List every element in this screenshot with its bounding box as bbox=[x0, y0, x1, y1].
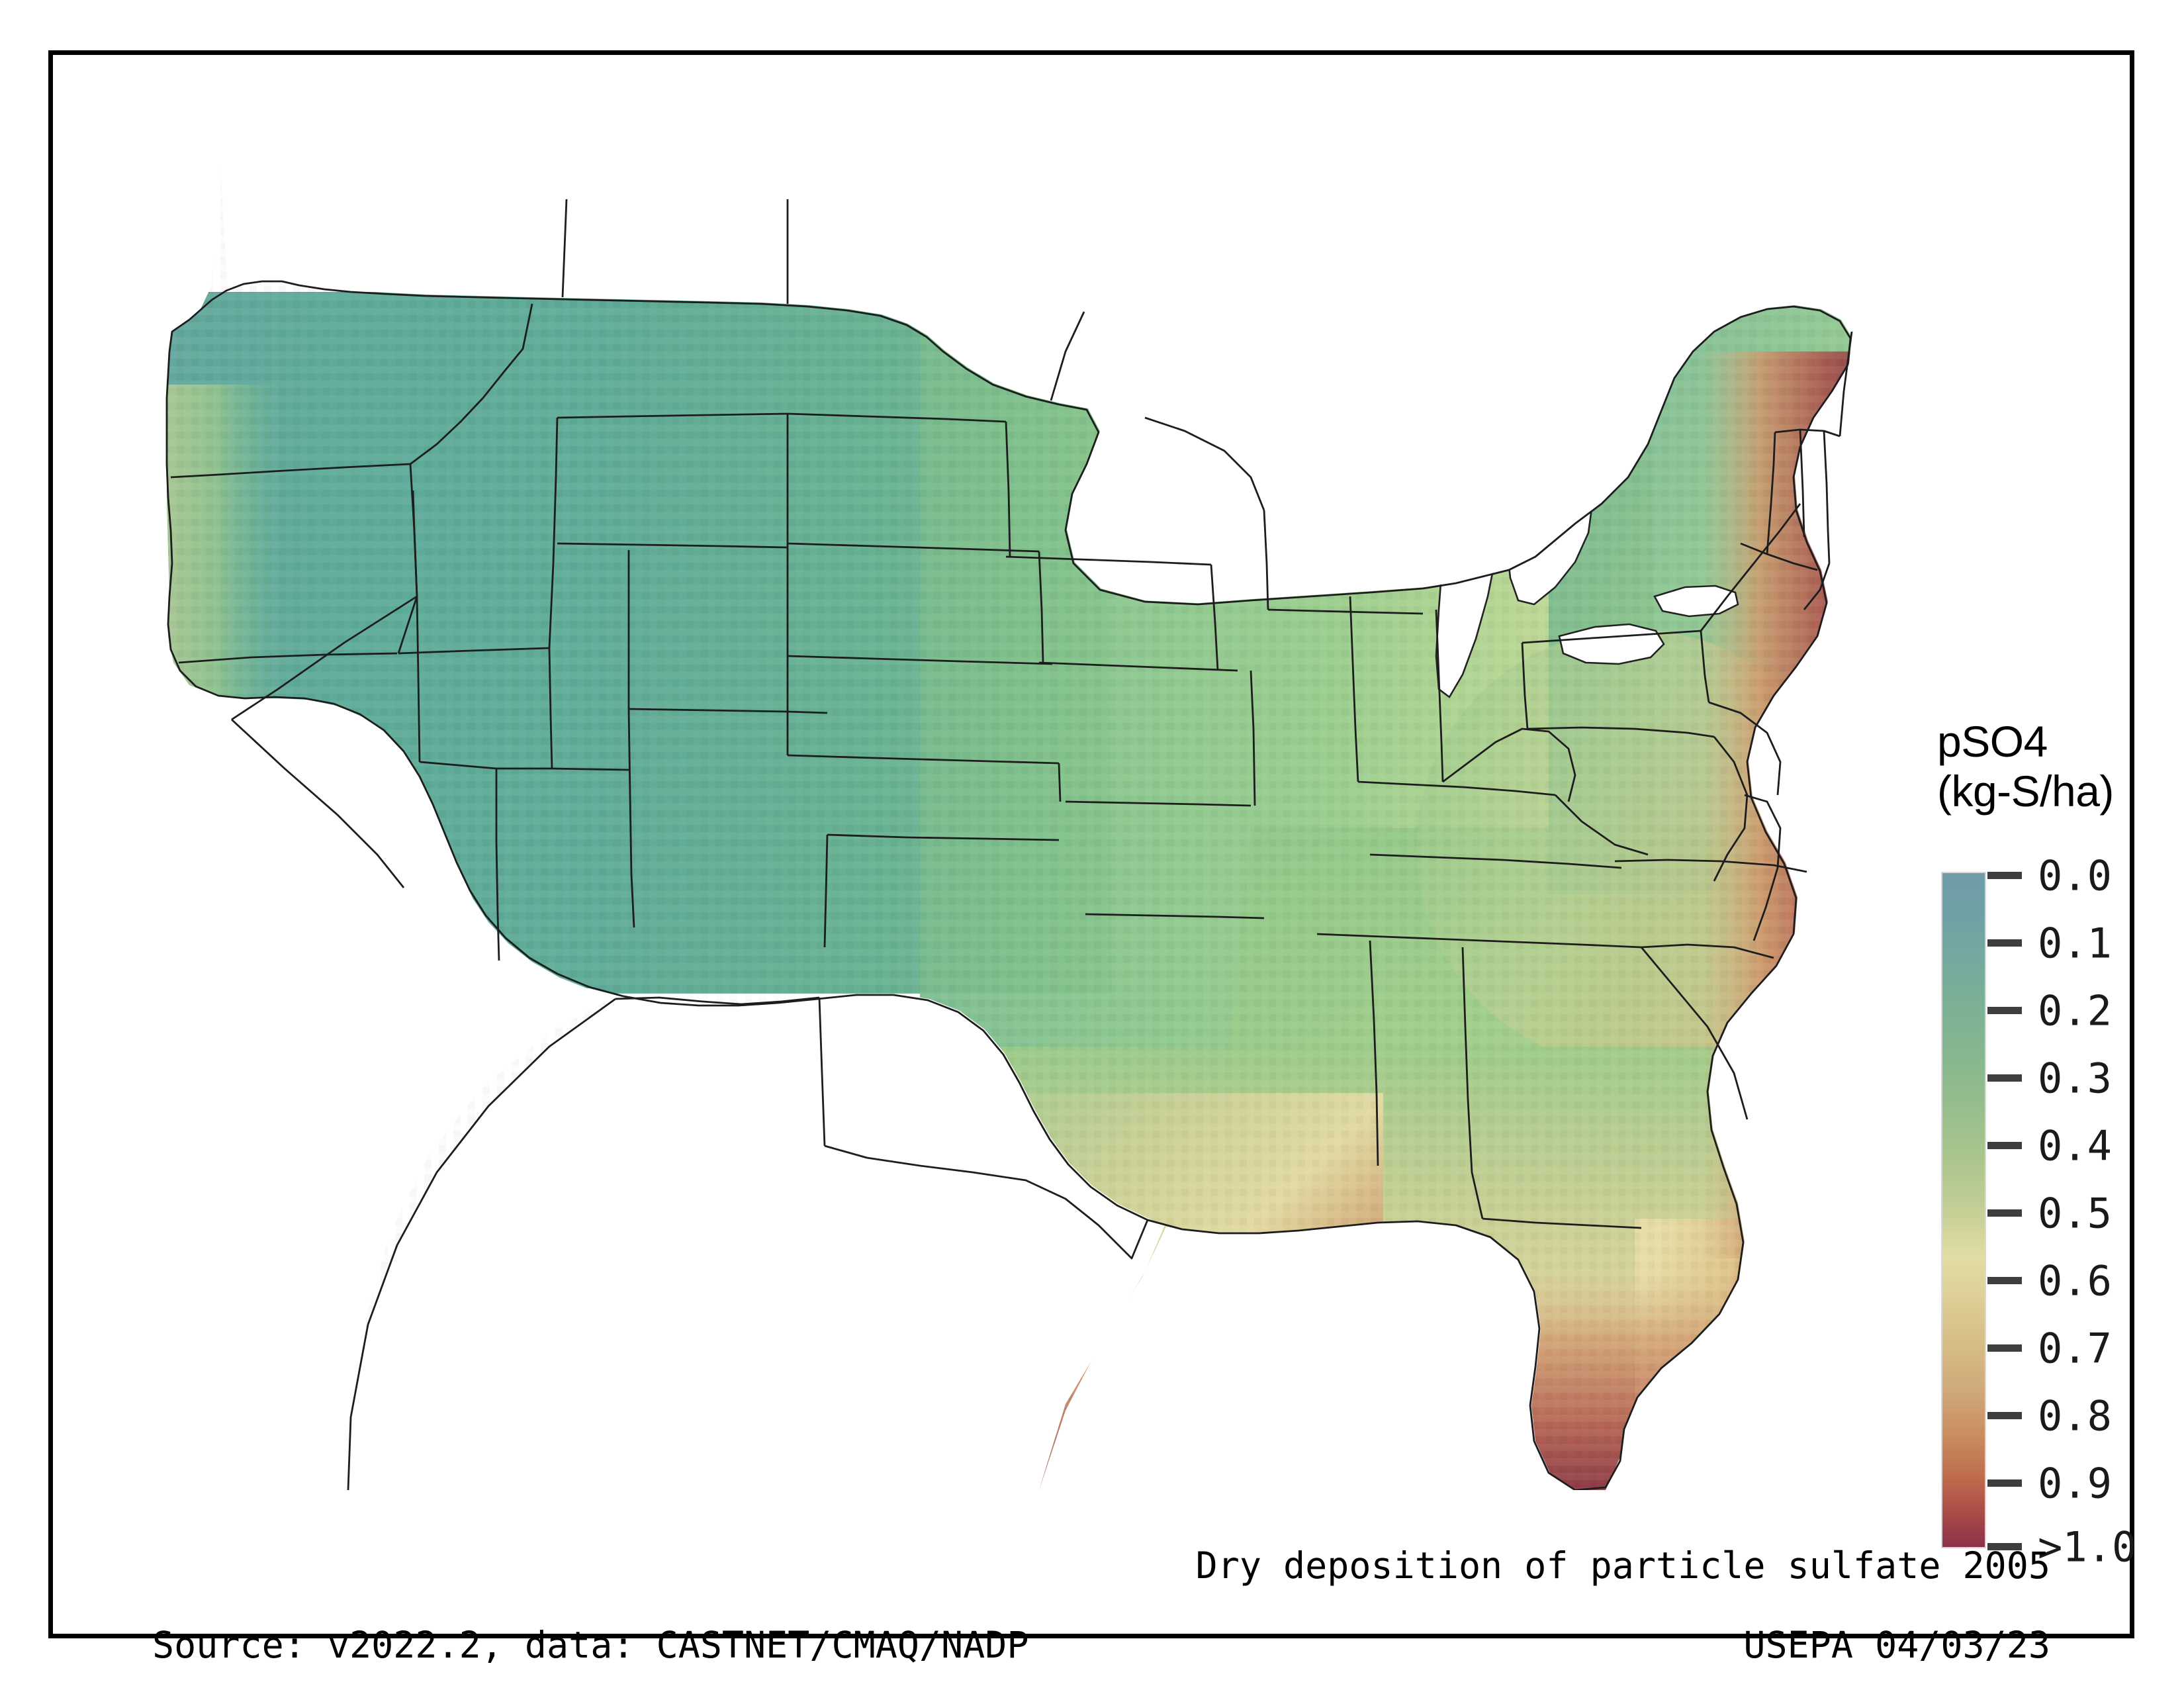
map-plot-area bbox=[126, 133, 1926, 1490]
colorbar-tick bbox=[1987, 1142, 2022, 1149]
colorbar-tick bbox=[1987, 1209, 2022, 1217]
figure-frame: pSO4 (kg-S/ha) 0.0 0.1 0.2 0.3 0.4 0.5 0… bbox=[48, 50, 2136, 1666]
colorbar-tick-label: 0.1 bbox=[2038, 919, 2112, 968]
colorbar-tick bbox=[1987, 939, 2022, 947]
colorbar-tick bbox=[1987, 1344, 2022, 1352]
colorbar-tick bbox=[1987, 1007, 2022, 1014]
colorbar-wrap: 0.0 0.1 0.2 0.3 0.4 0.5 0.6 0.7 0.8 0. bbox=[1941, 852, 2160, 1571]
deposition-raster-map bbox=[126, 133, 1926, 1490]
figure-caption-source: Source: v2022.2, data: CASTNET/CMAQ/NADP bbox=[152, 1624, 1029, 1666]
colorbar-tick bbox=[1987, 1479, 2022, 1487]
colorbar-tick-label: 0.5 bbox=[2038, 1189, 2112, 1238]
colorbar-tick-label: 0.9 bbox=[2038, 1459, 2112, 1508]
colorbar-tick-label: 0.3 bbox=[2038, 1054, 2112, 1103]
legend-title-line1: pSO4 bbox=[1937, 717, 2048, 766]
colorbar-tick-label: >1.0 bbox=[2038, 1523, 2137, 1571]
colorbar-tick bbox=[1987, 1074, 2022, 1082]
colorbar-tick bbox=[1987, 1277, 2022, 1284]
legend-title-line2: (kg-S/ha) bbox=[1937, 766, 2114, 816]
colorbar-tick-label: 0.0 bbox=[2038, 851, 2112, 900]
colorbar-tick bbox=[1987, 872, 2022, 879]
colorbar-tick-label: 0.2 bbox=[2038, 986, 2112, 1035]
colorbar-tick bbox=[1987, 1412, 2022, 1419]
figure-caption-credit: USEPA 04/03/23 bbox=[1743, 1624, 2050, 1666]
colorbar-tick bbox=[1987, 1543, 2022, 1550]
figure-caption-title: Dry deposition of particle sulfate 2005 bbox=[1195, 1544, 2050, 1587]
colorbar-tick-label: 0.7 bbox=[2038, 1324, 2112, 1373]
colorbar-legend: pSO4 (kg-S/ha) 0.0 0.1 0.2 0.3 0.4 0.5 0… bbox=[1903, 717, 2167, 1571]
colorbar-tick-label: 0.4 bbox=[2038, 1121, 2112, 1170]
state-boundaries bbox=[165, 199, 1853, 1490]
colorbar-gradient bbox=[1941, 872, 1986, 1548]
canada-mask bbox=[893, 133, 1926, 603]
colorbar-tick-label: 0.8 bbox=[2038, 1391, 2112, 1440]
colorbar-tick-label: 0.6 bbox=[2038, 1256, 2112, 1305]
